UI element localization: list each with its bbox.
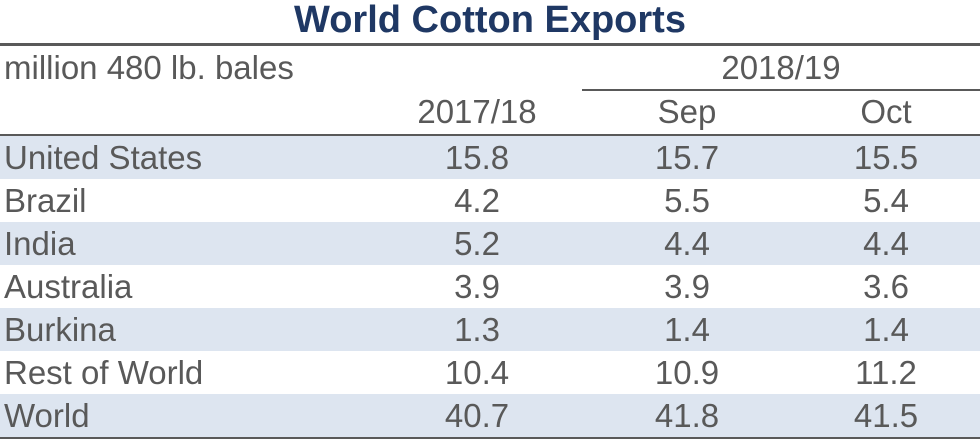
row-value: 1.4 bbox=[863, 311, 909, 348]
table-row: Australia 3.9 3.9 3.6 bbox=[0, 265, 980, 308]
row-value: 15.8 bbox=[444, 139, 510, 176]
column-header-oct: Oct bbox=[860, 93, 912, 130]
row-label: India bbox=[4, 225, 76, 262]
row-value: 10.9 bbox=[654, 354, 720, 391]
row-value: 40.7 bbox=[444, 397, 510, 434]
row-value: 15.7 bbox=[654, 139, 720, 176]
row-value: 10.4 bbox=[444, 354, 510, 391]
row-label: Australia bbox=[4, 268, 133, 305]
row-label: Rest of World bbox=[4, 354, 204, 391]
row-value: 3.9 bbox=[664, 268, 710, 305]
row-value: 1.4 bbox=[664, 311, 710, 348]
row-label: Brazil bbox=[4, 182, 87, 219]
row-value: 4.4 bbox=[664, 225, 710, 262]
row-label: Burkina bbox=[4, 311, 116, 348]
table-row: India 5.2 4.4 4.4 bbox=[0, 222, 980, 265]
row-value: 4.2 bbox=[454, 182, 500, 219]
row-value: 41.8 bbox=[654, 397, 720, 434]
unit-label: million 480 lb. bales bbox=[4, 49, 294, 86]
row-value: 3.6 bbox=[863, 268, 909, 305]
table-row: World 40.7 41.8 41.5 bbox=[0, 394, 980, 437]
table-row: United States 15.8 15.7 15.5 bbox=[0, 136, 980, 179]
column-header-sep: Sep bbox=[657, 93, 717, 130]
column-header-2017-18: 2017/18 bbox=[417, 93, 537, 130]
row-value: 15.5 bbox=[853, 139, 919, 176]
table-body: United States 15.8 15.7 15.5 Brazil 4.2 5.5 5.4… bbox=[0, 136, 980, 437]
row-value: 5.4 bbox=[863, 182, 909, 219]
table-title: World Cotton Exports bbox=[294, 0, 686, 41]
row-value: 41.5 bbox=[853, 397, 919, 434]
table-row: Brazil 4.2 5.5 5.4 bbox=[0, 179, 980, 222]
table-row: Rest of World 10.4 10.9 11.2 bbox=[0, 351, 980, 394]
row-value: 1.3 bbox=[454, 311, 500, 348]
bottom-rule bbox=[0, 437, 980, 439]
row-value: 5.2 bbox=[454, 225, 500, 262]
row-value: 3.9 bbox=[454, 268, 500, 305]
row-label: World bbox=[4, 397, 90, 434]
row-value: 5.5 bbox=[664, 182, 710, 219]
table-row: Burkina 1.3 1.4 1.4 bbox=[0, 308, 980, 351]
row-value: 4.4 bbox=[863, 225, 909, 262]
top-rule bbox=[0, 43, 980, 46]
column-group-label: 2018/19 bbox=[721, 49, 841, 86]
row-label: United States bbox=[4, 139, 203, 176]
row-value: 11.2 bbox=[855, 354, 917, 391]
column-group-rule bbox=[582, 89, 980, 91]
header-rule bbox=[0, 134, 980, 136]
